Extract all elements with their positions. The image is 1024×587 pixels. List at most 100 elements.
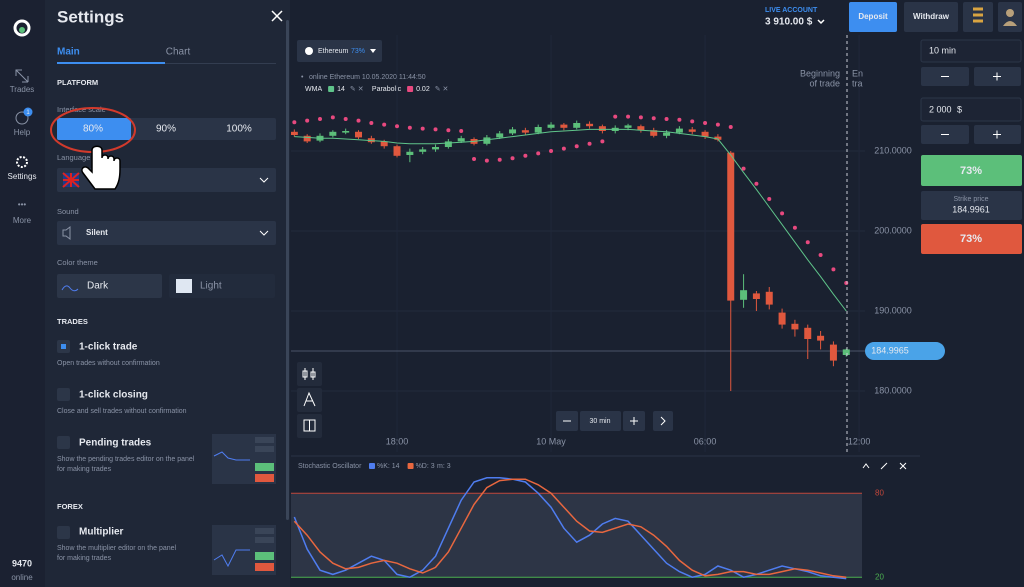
call-payout[interactable]: 73% <box>960 165 982 177</box>
indicator-actions: ✎ ✕ <box>435 86 449 93</box>
call-button[interactable] <box>921 155 1022 186</box>
withdraw-button[interactable] <box>904 2 958 32</box>
sar-dot <box>497 157 502 162</box>
option-title: Multiplier <box>79 527 124 538</box>
sar-dot <box>677 117 682 122</box>
candle-body <box>483 137 491 144</box>
nav-settings[interactable]: Settings <box>8 172 37 181</box>
option-title: Pending trades <box>79 438 152 449</box>
candle-body <box>624 125 632 128</box>
timeframe[interactable]: 30 min <box>589 418 610 425</box>
candle-body <box>380 141 388 147</box>
close-button[interactable] <box>271 10 283 22</box>
legend-label: %D: 3 <box>416 463 435 470</box>
theme-dark[interactable] <box>57 274 162 298</box>
withdraw-label[interactable]: Withdraw <box>913 12 950 21</box>
legend-swatch <box>369 463 375 469</box>
help-icon[interactable] <box>15 111 29 125</box>
deposit-label[interactable]: Deposit <box>858 12 888 21</box>
help-badge <box>23 107 33 117</box>
tab-main[interactable]: Main <box>57 47 80 58</box>
instrument-selector[interactable] <box>297 40 382 62</box>
user-status: online <box>11 573 33 582</box>
theme-option[interactable]: Light <box>200 281 222 292</box>
checkbox[interactable] <box>57 526 70 539</box>
tab-chart[interactable]: Chart <box>166 47 191 58</box>
nav-more[interactable]: More <box>13 216 32 225</box>
oscillator-line <box>293 477 847 580</box>
sar-dot <box>587 141 592 146</box>
theme-option[interactable]: Dark <box>87 281 109 292</box>
candle-body <box>547 124 555 128</box>
sar-dot <box>805 240 810 245</box>
tool-button[interactable] <box>297 362 322 386</box>
sar-dot <box>600 139 605 144</box>
settings-icon[interactable] <box>16 156 28 168</box>
candle-body <box>701 131 709 137</box>
plus-icon <box>993 72 1001 81</box>
scale-option[interactable]: 90% <box>156 124 176 135</box>
nav-help[interactable]: Help <box>14 128 31 137</box>
strike-label: Strike price <box>953 196 988 203</box>
option-description: Close and sell trades without confirmati… <box>57 408 187 415</box>
trades-icon[interactable] <box>15 69 29 83</box>
current-price: 184.9965 <box>871 345 909 355</box>
checkbox[interactable] <box>57 388 70 401</box>
status-button[interactable] <box>963 2 993 32</box>
sar-dot <box>484 158 489 163</box>
checkbox[interactable] <box>57 436 70 449</box>
timeframe-selector[interactable] <box>580 411 621 431</box>
tab-indicator <box>57 62 165 64</box>
currency: $ <box>957 104 962 114</box>
sar-dot <box>664 117 669 121</box>
legend-label: %K: 14 <box>377 463 400 470</box>
tool-button[interactable] <box>297 388 322 412</box>
balance[interactable]: 3 910.00 $ <box>765 17 813 28</box>
wma-line <box>294 128 847 312</box>
sar-dot <box>780 211 785 216</box>
y-tick-label: 210.0000 <box>874 145 912 155</box>
logo[interactable] <box>13 19 31 37</box>
theme-icon <box>61 285 79 292</box>
scale-option[interactable]: 80% <box>83 124 103 135</box>
scale-option-selected[interactable] <box>57 118 131 140</box>
candle-body <box>355 131 363 138</box>
candle-body <box>432 147 440 150</box>
time-input[interactable] <box>920 39 1022 63</box>
sar-dot <box>767 197 772 201</box>
candle-body <box>457 138 465 142</box>
dropdown-arrow <box>370 49 376 53</box>
field-label: Sound <box>57 207 79 216</box>
candle-body <box>765 291 773 305</box>
option-description: Show the pending trades editor on the pa… <box>57 456 195 463</box>
logo-dot <box>19 27 25 33</box>
nav-trades[interactable]: Trades <box>10 85 35 94</box>
scale-option[interactable]: 100% <box>226 124 252 135</box>
theme-light[interactable] <box>169 274 275 298</box>
amount-value[interactable]: 2 000 <box>929 104 952 114</box>
instrument-payout: 73% <box>351 48 365 55</box>
scrollbar[interactable] <box>286 20 289 520</box>
amount-input[interactable] <box>920 97 1022 122</box>
put-button[interactable] <box>921 224 1022 254</box>
candle-body <box>752 293 760 299</box>
candle-body <box>714 136 722 140</box>
avatar <box>1003 21 1017 26</box>
more-icon[interactable]: ••• <box>18 200 27 209</box>
scroll-right[interactable] <box>653 411 673 431</box>
candle-body <box>675 128 683 133</box>
sound-dropdown[interactable] <box>57 221 276 245</box>
oscillator-param: m: 3 <box>437 463 451 470</box>
panel-controls[interactable] <box>862 462 907 470</box>
time-value[interactable]: 10 min <box>929 45 956 55</box>
instrument-name[interactable]: Ethereum <box>318 48 349 55</box>
user-id: 9470 <box>12 558 32 568</box>
y-tick-label: 200.0000 <box>874 225 912 235</box>
plus-icon <box>993 130 1001 139</box>
nav-bar <box>0 0 45 587</box>
end-label: En <box>852 68 863 78</box>
deposit-button[interactable] <box>849 2 897 32</box>
y-tick-label: 190.0000 <box>874 305 912 315</box>
put-payout[interactable]: 73% <box>960 233 982 245</box>
